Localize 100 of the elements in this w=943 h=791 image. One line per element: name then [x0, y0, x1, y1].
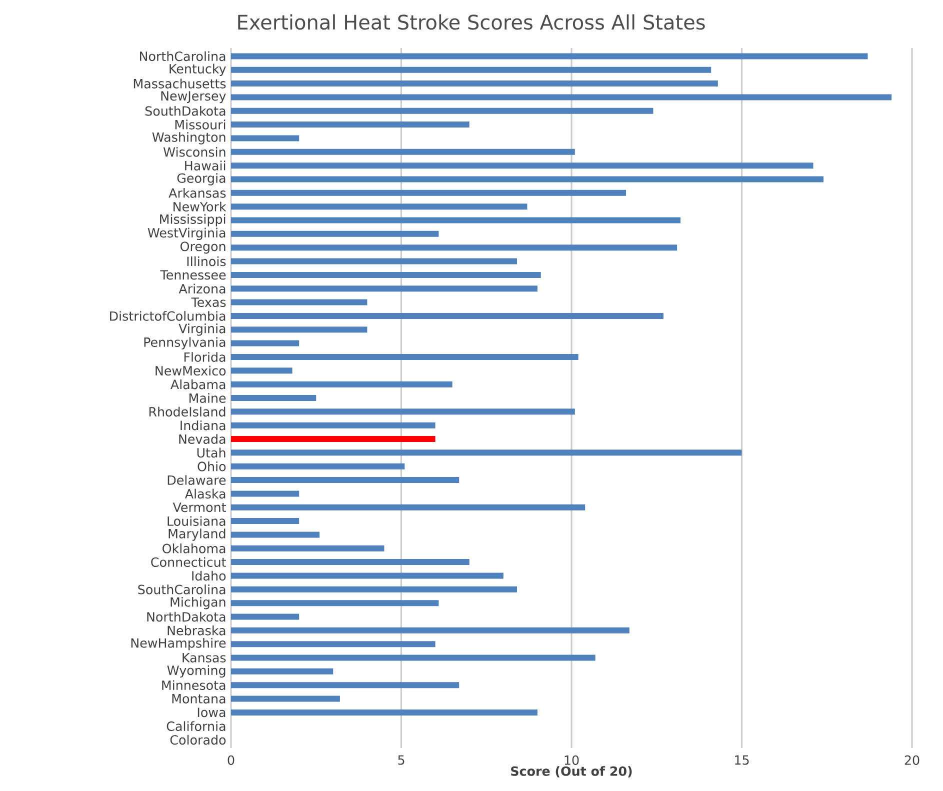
bar	[231, 490, 300, 497]
bar	[231, 108, 654, 114]
bar	[231, 135, 300, 142]
bar	[231, 545, 384, 552]
bar	[231, 436, 436, 442]
y-tick-label: Delaware	[168, 475, 226, 485]
y-tick-label: SouthDakota	[145, 106, 226, 116]
y-tick-label: Wisconsin	[163, 147, 226, 157]
bar	[231, 477, 460, 484]
y-tick-label: Michigan	[170, 596, 226, 610]
bar	[231, 682, 460, 688]
y-tick-label: Minnesota	[162, 680, 226, 690]
y-tick-label: Arizona	[178, 284, 226, 294]
bar	[231, 190, 626, 196]
y-tick-label: Alaska	[184, 488, 226, 499]
y-tick-label: Louisiana	[168, 516, 226, 526]
x-tick-label: 20	[904, 755, 920, 765]
y-tick-label: Iowa	[198, 708, 226, 718]
y-tick-label: Connecticut	[151, 557, 226, 567]
y-tick-label: Arkansas	[168, 188, 226, 198]
y-tick-label: Mississippi	[160, 214, 226, 226]
bar	[231, 627, 630, 634]
bar	[231, 244, 678, 251]
bar	[231, 122, 470, 128]
y-tick-label: Kentucky	[170, 64, 226, 76]
bar	[231, 312, 664, 319]
y-tick-label: California	[166, 721, 226, 732]
bar	[231, 53, 868, 60]
bar	[231, 450, 742, 456]
bar	[231, 696, 340, 702]
bar	[231, 709, 538, 716]
x-tick-label: 10	[564, 755, 579, 765]
y-tick-label: NewHampshire	[131, 638, 226, 650]
bar	[231, 66, 712, 73]
x-tick-label: 0	[228, 755, 234, 765]
y-tick-label: DistrictofColumbia	[110, 311, 226, 321]
bar	[231, 559, 470, 566]
bar	[231, 422, 436, 428]
bar	[231, 408, 575, 415]
bar	[231, 381, 452, 388]
y-tick-label: Colorado	[170, 734, 226, 745]
bar	[231, 80, 718, 87]
bar	[231, 463, 405, 470]
bar	[231, 299, 368, 306]
bar	[231, 518, 300, 524]
y-tick-label: Washington	[152, 132, 226, 144]
y-tick-label: Vermont	[172, 502, 226, 512]
bar	[231, 600, 439, 606]
y-tick-label: Idaho	[192, 570, 226, 581]
bar	[231, 394, 316, 401]
bar	[231, 368, 292, 374]
y-tick-label: Maine	[189, 393, 226, 403]
y-tick-label: Massachusetts	[134, 78, 226, 88]
bar	[231, 286, 538, 292]
y-tick-label: SouthCarolina	[138, 584, 226, 594]
y-tick-label: Kansas	[182, 653, 226, 662]
y-tick-label: RhodeIsland	[149, 406, 226, 417]
y-tick-label: Nebraska	[168, 626, 226, 636]
y-tick-label: Alabama	[170, 379, 226, 390]
y-tick-label: Nevada	[179, 434, 226, 444]
y-tick-label: Missouri	[175, 120, 226, 130]
x-axis-title: Score (Out of 20)	[511, 766, 632, 778]
y-tick-label: Wyoming	[167, 665, 226, 678]
y-tick-label: NorthCarolina	[140, 51, 226, 62]
bar	[231, 176, 824, 182]
bar	[231, 354, 578, 360]
y-tick-label: Utah	[197, 448, 226, 458]
bar	[231, 340, 300, 346]
bar	[231, 504, 586, 510]
bar	[231, 258, 518, 264]
y-tick-label: Indiana	[180, 420, 226, 430]
y-tick-label: Ohio	[198, 461, 226, 472]
y-tick-label: Texas	[191, 298, 226, 308]
bar	[231, 204, 528, 210]
x-tick-label: 5	[398, 755, 404, 765]
bar	[231, 162, 814, 169]
bar	[231, 614, 300, 620]
y-tick-label: Maryland	[168, 528, 226, 541]
x-tick-label: 15	[735, 755, 749, 765]
y-tick-label: Oklahoma	[162, 543, 226, 554]
y-tick-label: NorthDakota	[147, 612, 226, 622]
bar	[231, 217, 680, 224]
bar	[231, 532, 320, 538]
y-tick-label: Hawaii	[185, 160, 226, 170]
y-tick-label: Montana	[172, 694, 226, 704]
y-tick-label: WestVirginia	[148, 228, 226, 240]
y-tick-label: Georgia	[177, 173, 226, 186]
bar	[231, 272, 541, 278]
y-tick-label: Tennessee	[160, 270, 226, 280]
bar	[231, 572, 504, 579]
y-tick-label: NewMexico	[156, 366, 226, 376]
y-tick-label: NewJersey	[161, 91, 226, 104]
chart-title: Exertional Heat Stroke Scores Across All States	[238, 14, 705, 30]
bar	[231, 641, 436, 648]
bar	[231, 230, 439, 237]
y-tick-label: NewYork	[174, 202, 226, 212]
bar	[231, 654, 596, 661]
bar	[231, 94, 892, 100]
bar	[231, 586, 518, 592]
y-tick-label: Pennsylvania	[144, 337, 226, 350]
